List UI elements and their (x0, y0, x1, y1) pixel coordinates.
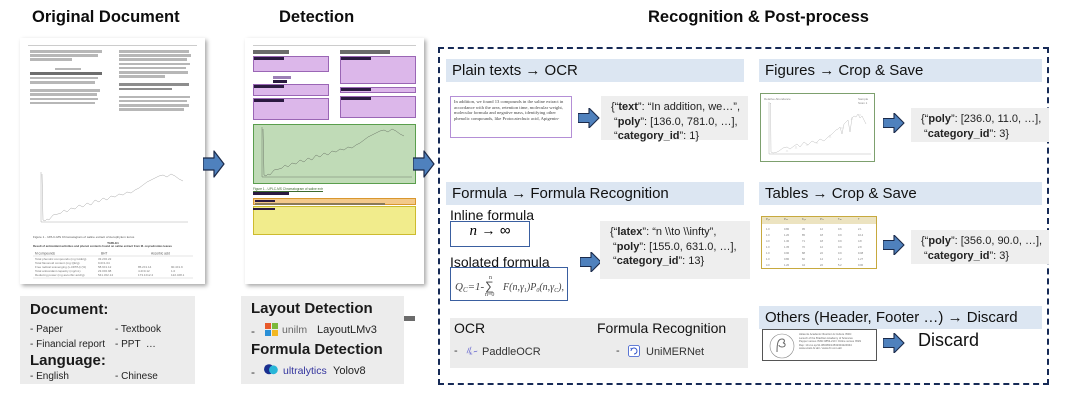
svg-text:95: 95 (802, 227, 805, 231)
svg-text:M compounds: M compounds (35, 252, 55, 256)
svg-text:1.0: 1.0 (766, 227, 770, 231)
svg-text:0.9: 0.9 (838, 245, 842, 249)
svg-text:Reducing power (mg ascorbic ac: Reducing power (mg ascorbic acid/g) (35, 273, 85, 277)
svg-text:Ascorbic acid: Ascorbic acid (151, 252, 170, 256)
svg-text:1.0: 1.0 (766, 251, 770, 255)
svg-text:44: 44 (802, 263, 805, 267)
svg-text:4.0: 4.0 (766, 239, 770, 243)
svg-text:0.90: 0.90 (784, 251, 790, 255)
svg-text:5.2: 5.2 (838, 263, 842, 267)
svg-text:10.4: 10.4 (858, 233, 864, 237)
svg-text:1.20: 1.20 (784, 233, 790, 237)
svg-text:Scan 1: Scan 1 (858, 101, 868, 105)
svg-text:∑: ∑ (485, 279, 494, 293)
svg-text:173.1±12.4: 173.1±12.4 (138, 273, 153, 277)
svg-text:9.08: 9.08 (858, 251, 864, 255)
svg-text:0.9: 0.9 (838, 233, 842, 237)
svg-text:QC=1-: QC=1- (455, 281, 485, 294)
svg-text:22: 22 (820, 263, 823, 267)
svg-text:1.2: 1.2 (838, 257, 842, 261)
svg-text:70: 70 (802, 245, 805, 249)
svg-text:541.3±2.14: 541.3±2.14 (98, 273, 113, 277)
svg-text:12: 12 (820, 245, 823, 249)
svg-text:1.27: 1.27 (858, 257, 864, 261)
svg-text:0.80: 0.80 (784, 227, 790, 231)
svg-text:60: 60 (802, 257, 805, 261)
svg-text:0.6: 0.6 (838, 227, 842, 231)
svg-text:Relative Abundance: Relative Abundance (764, 97, 791, 101)
svg-text:0.80: 0.80 (784, 257, 790, 261)
svg-text:1.35: 1.35 (784, 245, 790, 249)
svg-text:18: 18 (820, 233, 823, 237)
svg-text:122.4±8.1: 122.4±8.1 (171, 273, 185, 277)
svg-text:88: 88 (802, 251, 805, 255)
svg-text:85: 85 (802, 233, 805, 237)
svg-text:71: 71 (802, 239, 805, 243)
svg-text:1.0: 1.0 (766, 245, 770, 249)
svg-text:14: 14 (820, 257, 823, 261)
svg-text:0.9: 0.9 (838, 239, 842, 243)
svg-text:0.00: 0.00 (858, 263, 864, 267)
svg-text:4.8: 4.8 (858, 239, 862, 243)
svg-text:1.20: 1.20 (784, 263, 790, 267)
svg-text:12: 12 (820, 227, 823, 231)
svg-text:0.9: 0.9 (838, 251, 842, 255)
svg-text:2.1: 2.1 (858, 227, 862, 231)
svg-text:BHT: BHT (101, 252, 107, 256)
svg-text:2.8: 2.8 (858, 245, 862, 249)
svg-text:1.30: 1.30 (784, 239, 790, 243)
svg-text:22: 22 (820, 251, 823, 255)
svg-text:4.0: 4.0 (766, 263, 770, 267)
svg-text:F(n,γ1)P0(n,γC),: F(n,γ1)P0(n,γC), (502, 282, 564, 294)
svg-text:1.0: 1.0 (766, 257, 770, 261)
svg-text:1.0: 1.0 (766, 233, 770, 237)
svg-text:18: 18 (820, 239, 823, 243)
